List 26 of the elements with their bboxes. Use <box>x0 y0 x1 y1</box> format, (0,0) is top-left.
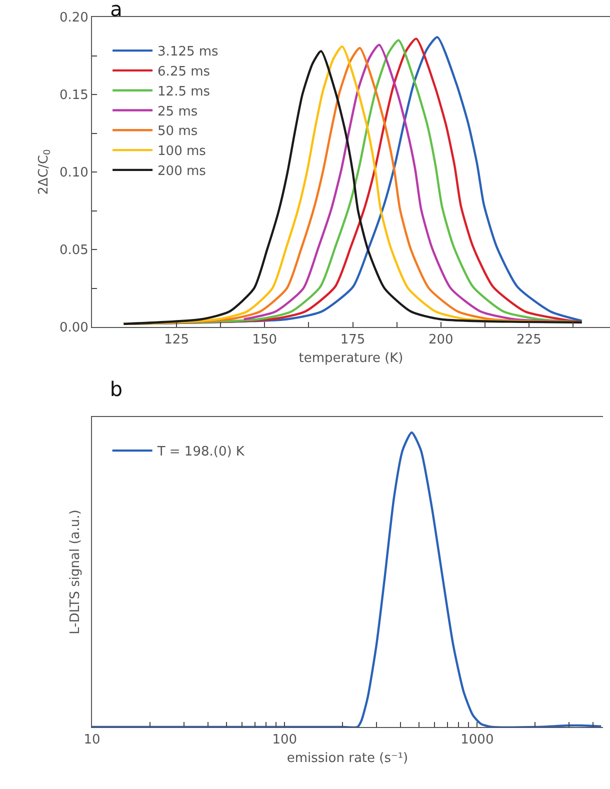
y-axis-title: L-DLTS signal (a.u.) <box>68 510 83 634</box>
x-tick-label: 100 <box>272 732 298 748</box>
chart-title: a <box>110 0 122 21</box>
legend-label: 100 ms <box>158 144 206 160</box>
x-tick-label: 10 <box>84 732 100 748</box>
legend-label: 12.5 ms <box>158 84 210 100</box>
legend-label: 6.25 ms <box>158 64 210 80</box>
y-tick-label: 0.10 <box>59 166 88 181</box>
y-tick-label: 0.15 <box>59 88 88 104</box>
legend-label: T = 198.(0) K <box>156 444 245 460</box>
x-tick-label: 175 <box>340 332 366 348</box>
x-tick-label: 150 <box>252 332 278 348</box>
x-tick-label: 225 <box>516 332 542 348</box>
x-tick-label: 125 <box>164 332 189 348</box>
y-tick-label: 0.20 <box>59 10 88 26</box>
legend-label: 3.125 ms <box>158 44 219 60</box>
x-axis-title: temperature (K) <box>298 351 404 366</box>
y-tick-label: 0.05 <box>59 243 88 258</box>
x-tick-label: 200 <box>428 332 454 348</box>
y-tick-label: 0.00 <box>59 320 88 336</box>
x-axis-title: emission rate (s⁻¹) <box>286 751 408 766</box>
legend-label: 25 ms <box>158 104 198 120</box>
legend-label: 50 ms <box>158 124 198 140</box>
legend-label: 200 ms <box>158 164 206 180</box>
chart-title: b <box>110 377 123 401</box>
x-tick-label: 1000 <box>460 732 494 748</box>
